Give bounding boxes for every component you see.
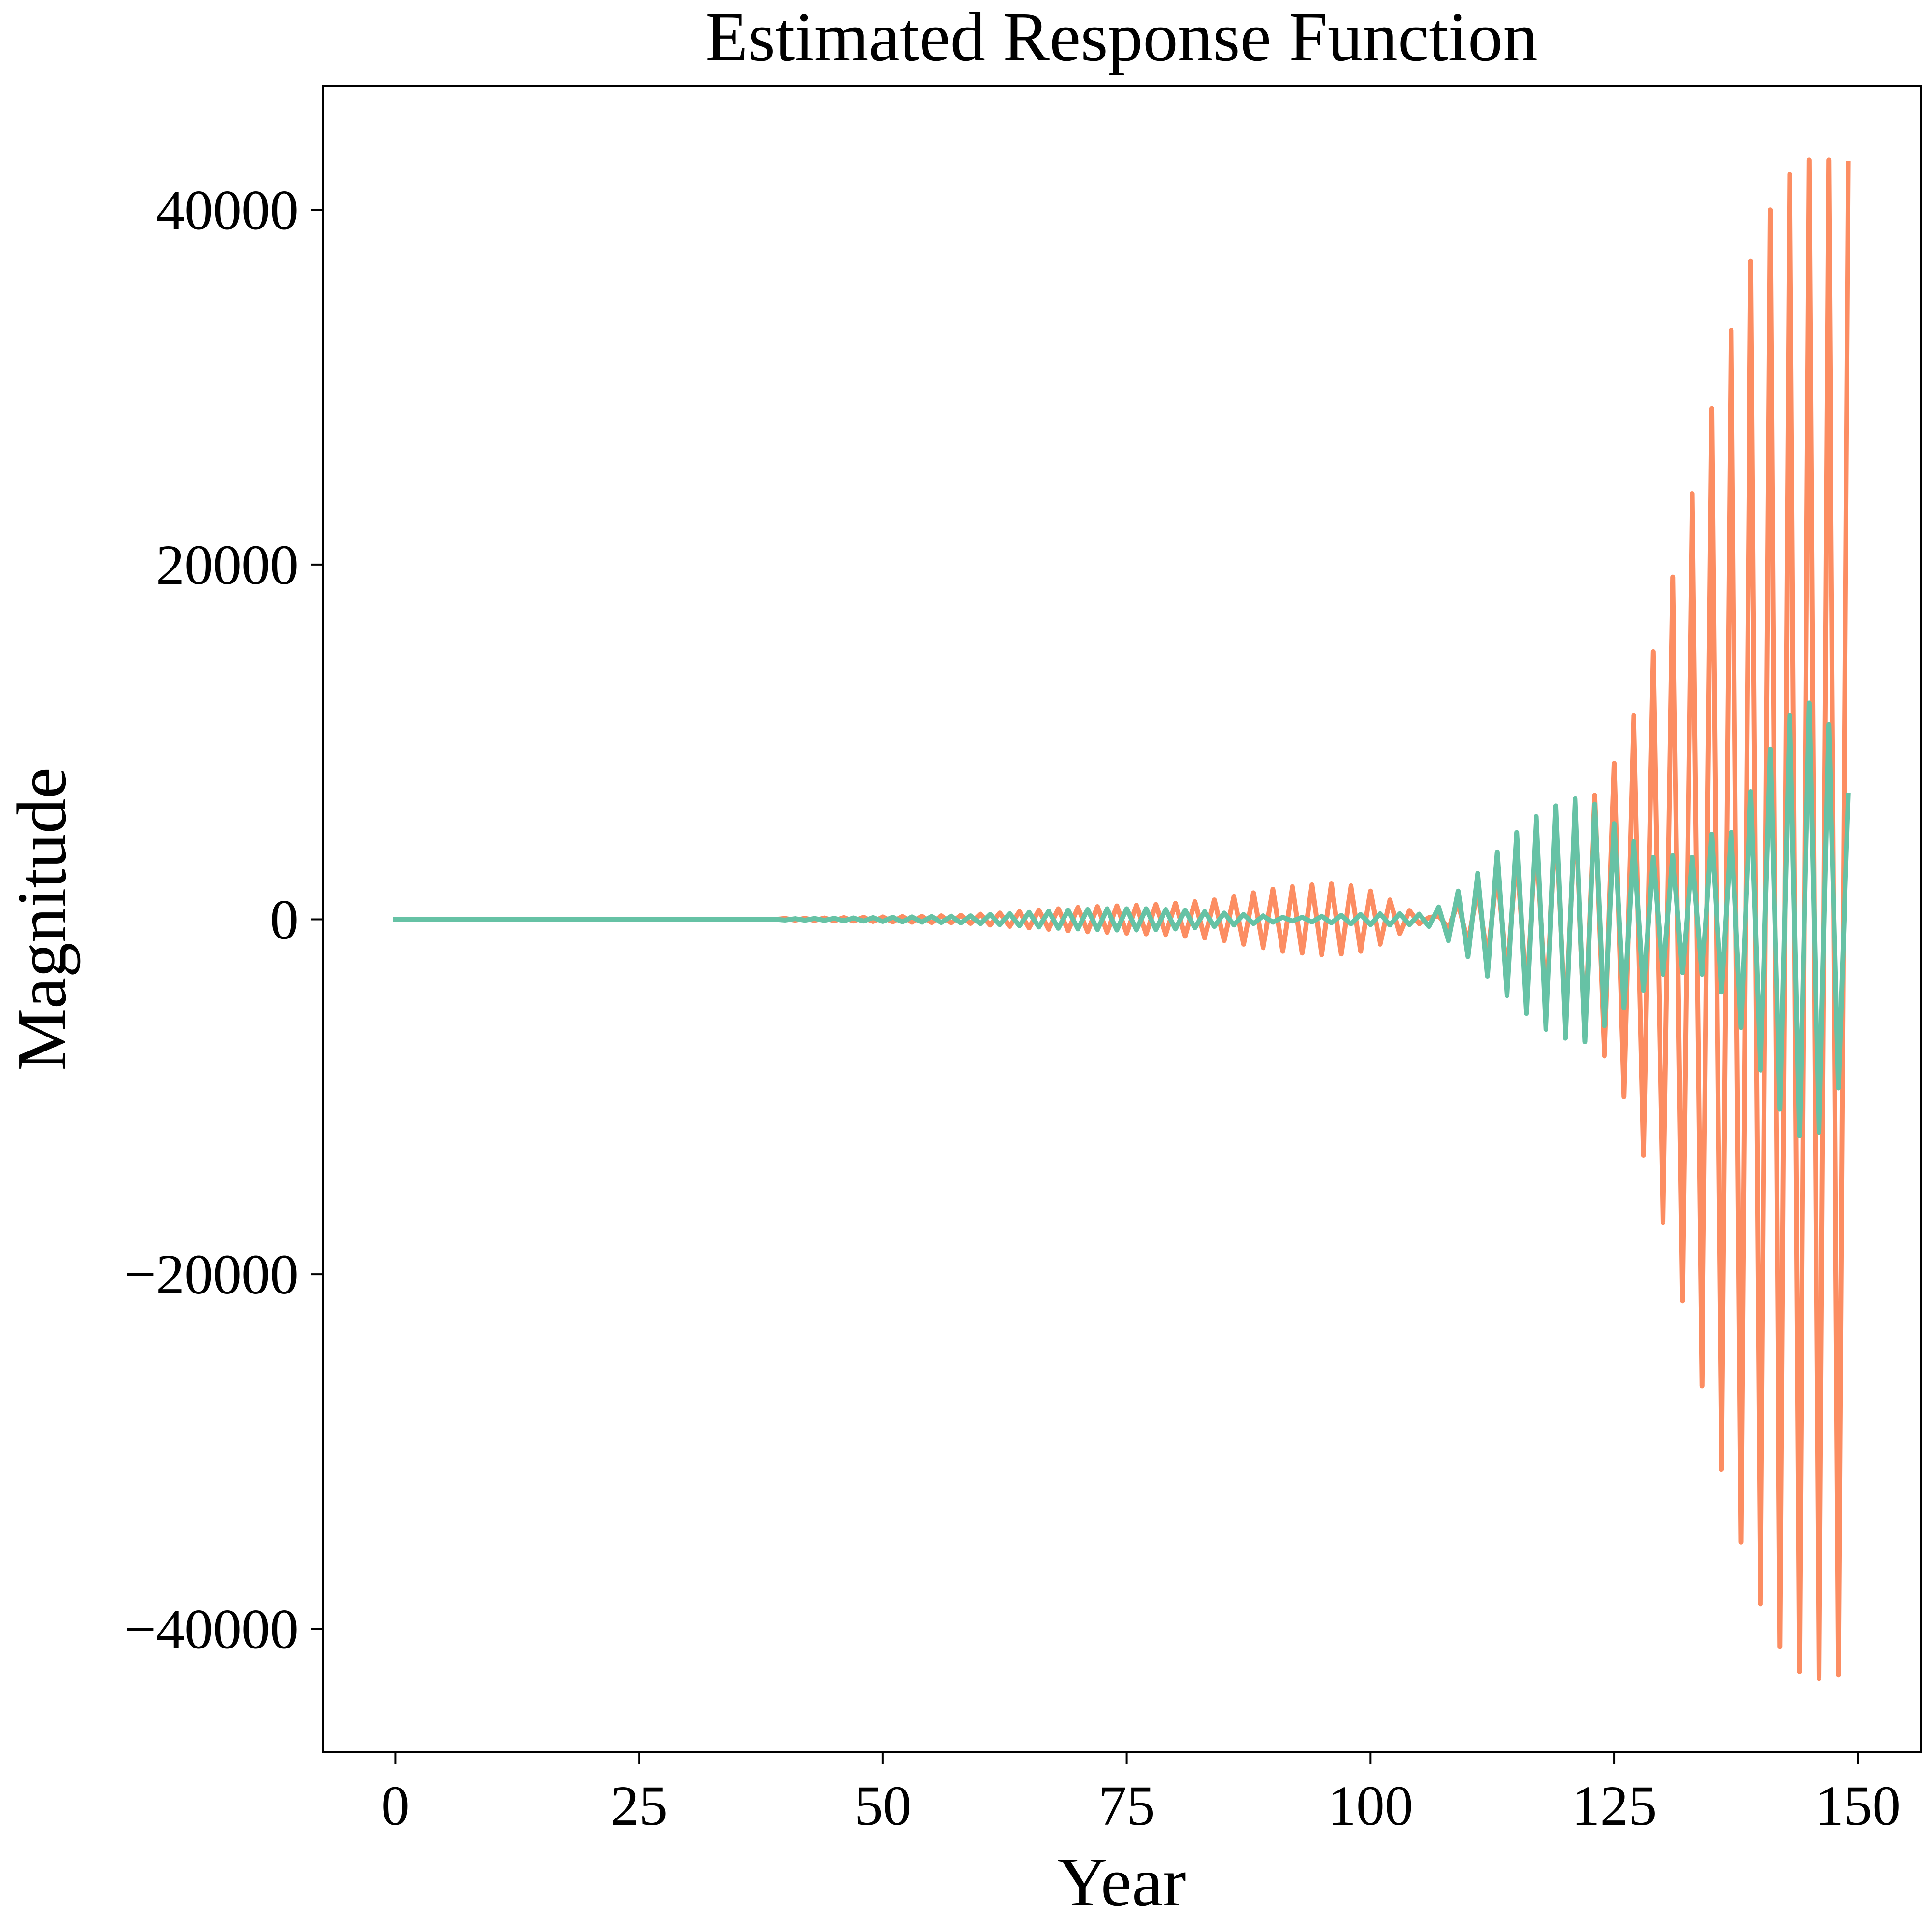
y-tick-label: 0 [270,888,298,952]
x-tick-label: 150 [1815,1774,1901,1837]
y-tick-label: 20000 [156,533,298,597]
chart-title: Estimated Response Function [705,0,1538,76]
y-tick-label: 40000 [156,178,298,242]
x-tick-label: 125 [1572,1774,1657,1837]
x-tick-label: 50 [854,1774,911,1837]
series-line [393,700,1851,1138]
y-tick-label: −20000 [124,1243,298,1306]
x-tick-label: 100 [1328,1774,1413,1837]
y-axis-label: Magnitude [3,767,81,1071]
y-tick-label: −40000 [124,1598,298,1661]
x-tick-label: 0 [381,1774,410,1837]
x-tick-label: 75 [1098,1774,1155,1837]
x-axis-label: Year [1057,1844,1186,1921]
plot-frame [322,85,1922,1753]
x-tick-label: 25 [611,1774,668,1837]
